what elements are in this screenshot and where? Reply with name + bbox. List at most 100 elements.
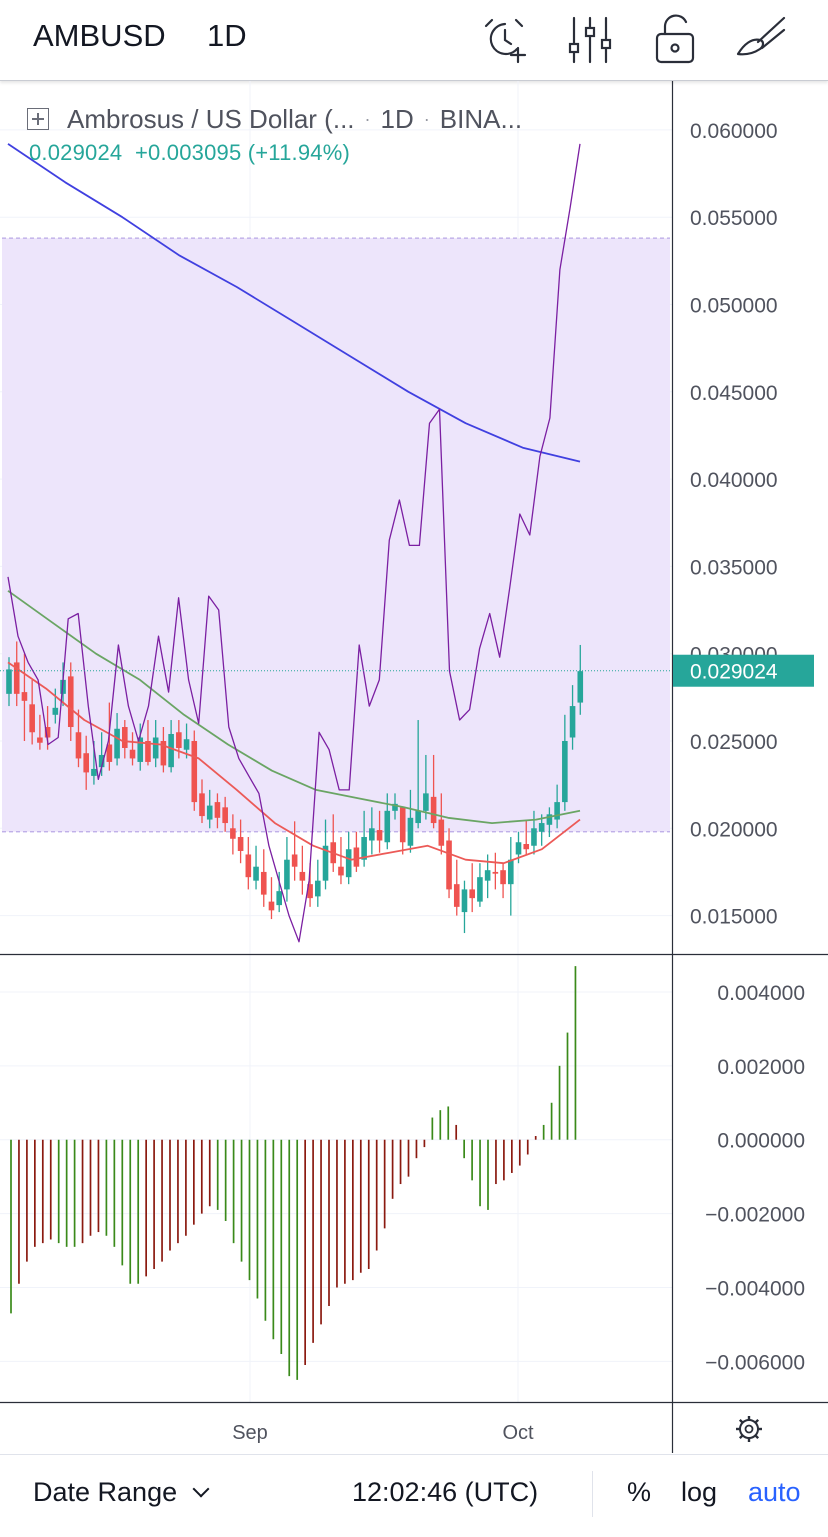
candle-body: [430, 796, 437, 824]
legend-last-price: 0.029024: [29, 140, 123, 165]
candles: [6, 641, 584, 934]
candle-body: [83, 753, 89, 773]
candle-body: [484, 870, 491, 881]
candle-body: [183, 739, 190, 750]
candle-body: [392, 803, 398, 811]
indicator-axis-label: 0.000000: [717, 1130, 805, 1153]
indicator-settings-icon[interactable]: [564, 14, 616, 66]
candle-body: [91, 768, 97, 776]
candle-body: [508, 859, 514, 885]
candle-body: [222, 807, 228, 824]
legend-change: +0.003095: [135, 140, 242, 165]
date-range-button[interactable]: Date Range: [33, 1477, 210, 1508]
top-toolbar: AMBUSD 1D: [0, 0, 828, 81]
candle-body: [415, 810, 421, 824]
moving-average-blue: [7, 143, 581, 463]
candle-body: [361, 837, 367, 860]
candle-body: [515, 842, 522, 855]
candle-body: [268, 901, 275, 911]
candle-body: [160, 740, 167, 766]
candle-body: [137, 737, 144, 762]
settings-gear-icon[interactable]: [736, 1416, 762, 1442]
moving-average-red: [7, 661, 581, 865]
bottom-toolbar: Date Range 12:02:46 (UTC) % log auto: [0, 1454, 828, 1537]
candle-body: [237, 837, 244, 851]
candle-body: [260, 871, 267, 895]
channel-band: [2, 238, 670, 832]
candle-body: [369, 828, 375, 841]
candle-body: [168, 734, 174, 768]
candle-body: [477, 877, 483, 902]
server-time: 12:02:46 (UTC): [352, 1477, 539, 1507]
candle-body: [461, 889, 468, 913]
candle-body: [114, 728, 120, 759]
candle-body: [6, 669, 12, 694]
candle-body: [122, 727, 128, 748]
legend-values-row: 0.029024 +0.003095 (+11.94%): [29, 140, 350, 166]
chart-canvas[interactable]: 0.060000 0.055000 0.050000 0.045000 0.040000…: [0, 81, 828, 1454]
candle-body: [446, 840, 452, 890]
indicator-axis-label: −0.004000: [705, 1277, 805, 1300]
alarm-add-icon[interactable]: [480, 14, 532, 66]
last-price-badge: [673, 654, 814, 687]
legend-change-pct: (+11.94%): [247, 140, 351, 165]
candle-body: [315, 880, 321, 897]
candle-body: [492, 871, 499, 874]
moving-average-green: [7, 590, 581, 824]
legend-interval: 1D: [380, 104, 414, 134]
time-axis-label-oct: Oct: [502, 1422, 534, 1444]
time-axis-label-sep: Sep: [232, 1422, 268, 1444]
expand-legend-icon[interactable]: [27, 108, 49, 130]
candle-body: [500, 870, 506, 885]
legend-symbol-title: Ambrosus / US Dollar (...: [67, 104, 355, 134]
price-axis-label: 0.050000: [690, 294, 778, 317]
candle-body: [554, 802, 560, 820]
price-axis-label: 0.060000: [690, 120, 778, 143]
candle-body: [13, 662, 20, 694]
candle-body: [98, 754, 105, 768]
indicator-axis-label: −0.002000: [705, 1204, 805, 1227]
candle-body: [44, 727, 51, 738]
candle-body: [176, 732, 182, 748]
candle-body: [469, 889, 475, 899]
candle-body: [245, 854, 252, 878]
candle-body: [214, 802, 221, 818]
indicator-axis-label: −0.006000: [705, 1351, 805, 1374]
candle-body: [284, 859, 290, 890]
price-axis-label: 0.015000: [690, 906, 778, 929]
price-axis-label: 0.040000: [690, 469, 778, 492]
drawing-pen-icon[interactable]: [736, 14, 788, 66]
candle-body: [52, 707, 59, 715]
candle-body: [376, 830, 383, 841]
candle-body: [562, 740, 568, 803]
auto-scale-button[interactable]: auto: [748, 1477, 801, 1507]
candle-body: [384, 810, 391, 843]
candle-body: [37, 737, 43, 743]
indicator-line-purple: [7, 143, 581, 943]
chevron-down-icon: [192, 1480, 210, 1498]
indicator-axis-label: 0.004000: [717, 982, 805, 1005]
symbol-button[interactable]: AMBUSD: [33, 18, 166, 53]
candle-body: [307, 884, 313, 899]
candle-body: [345, 849, 352, 878]
legend-exchange: BINA...: [439, 104, 523, 134]
candle-body: [152, 737, 159, 759]
last-price-badge-label: 0.029024: [690, 661, 778, 684]
candle-body: [338, 866, 344, 876]
candle-body: [438, 819, 445, 846]
histogram-bars: [10, 966, 577, 1380]
candle-body: [145, 740, 151, 762]
interval-button[interactable]: 1D: [207, 18, 247, 53]
candle-body: [322, 845, 329, 881]
unlock-icon[interactable]: [650, 14, 702, 66]
log-scale-button[interactable]: log: [681, 1477, 718, 1507]
candle-body: [407, 817, 414, 846]
candle-body: [569, 706, 576, 738]
candle-body: [299, 871, 306, 881]
candle-body: [106, 744, 113, 762]
candle-body: [253, 866, 259, 881]
candle-body: [399, 807, 406, 843]
footer-divider: [592, 1471, 593, 1517]
percent-scale-button[interactable]: %: [627, 1477, 652, 1507]
candle-body: [67, 676, 74, 728]
